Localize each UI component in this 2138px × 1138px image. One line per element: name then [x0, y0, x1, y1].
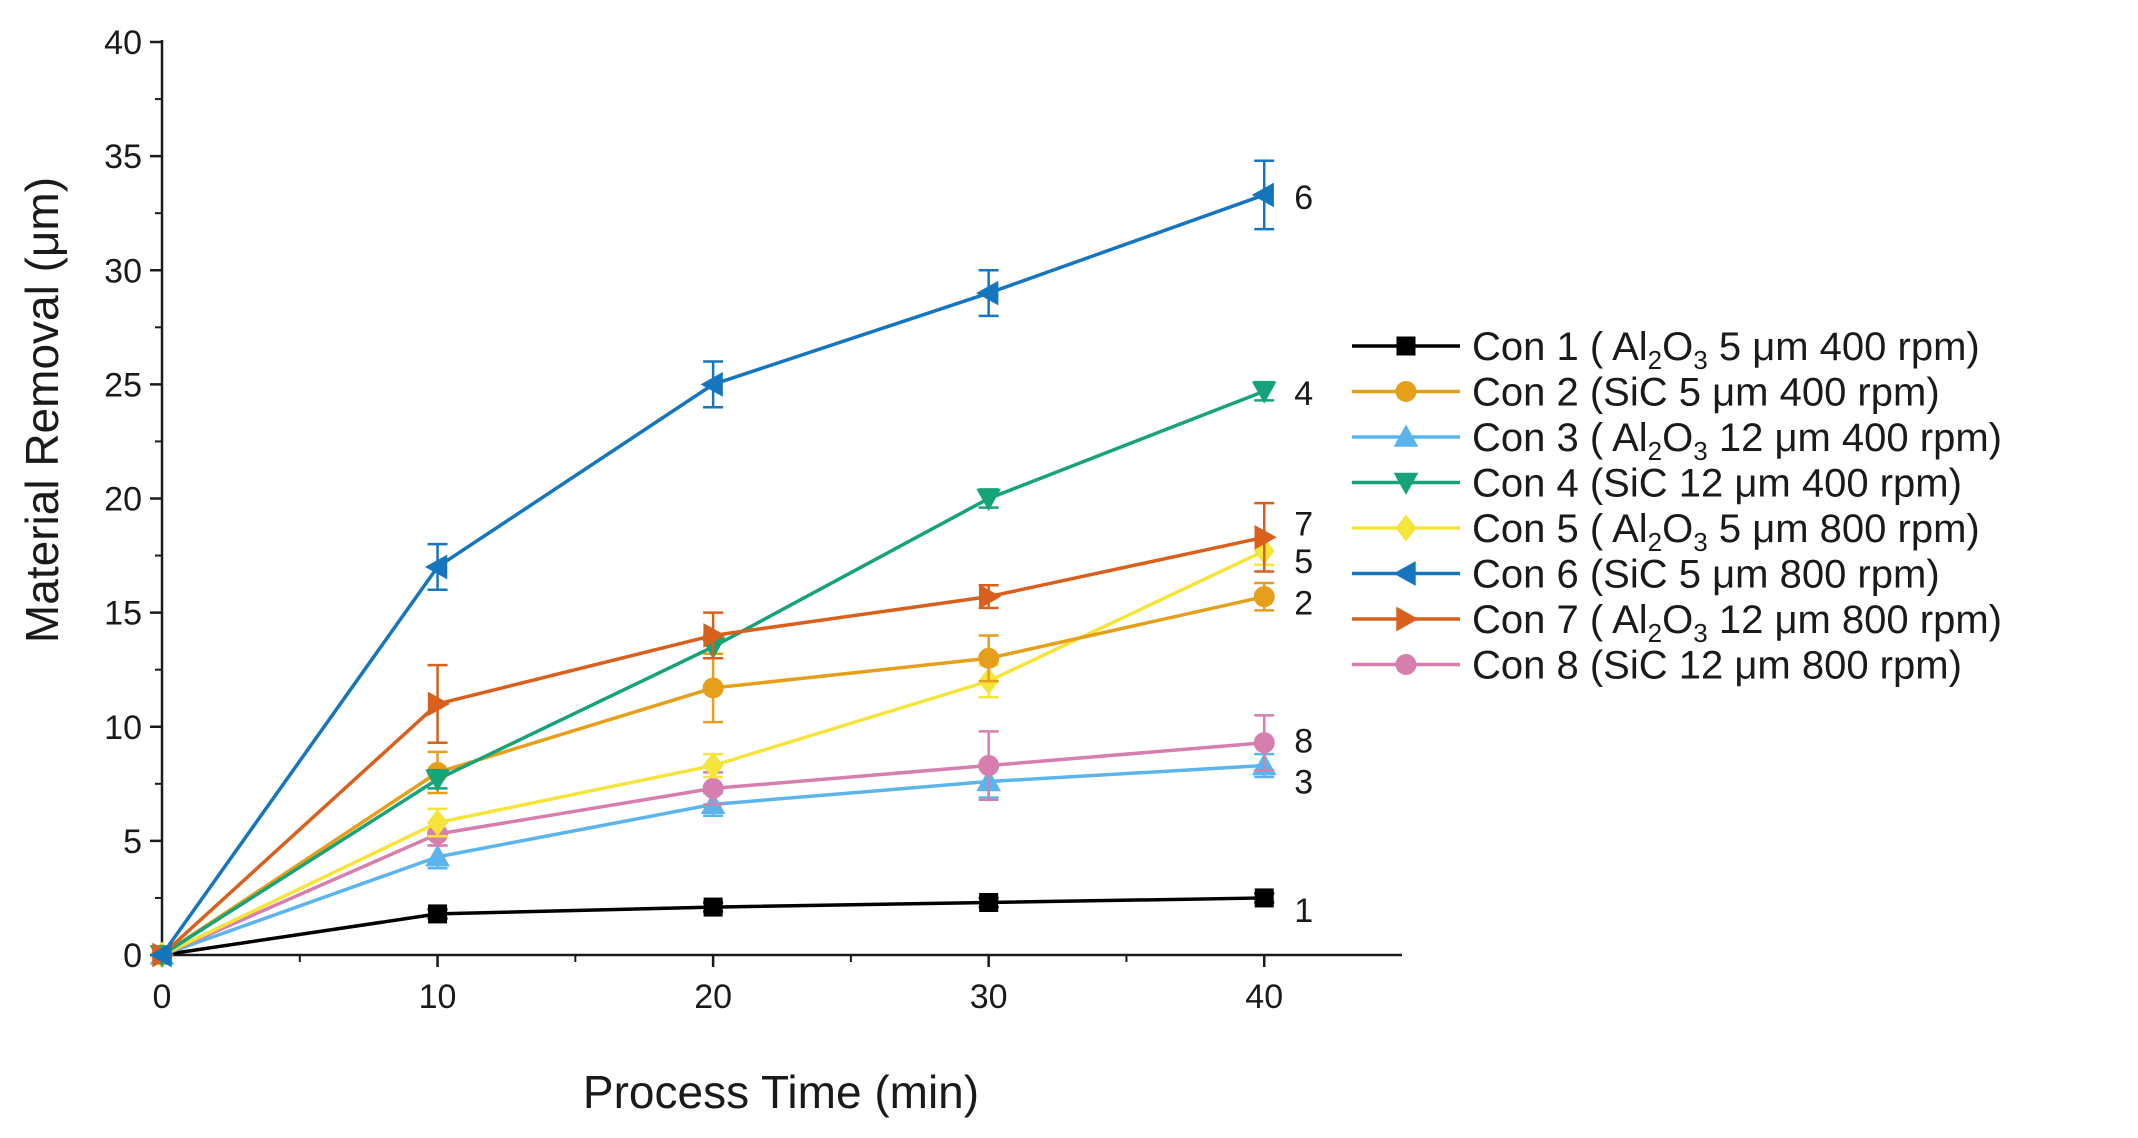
series-layer — [149, 159, 1277, 969]
end-label-3: 3 — [1294, 764, 1313, 802]
y-tick-label: 25 — [104, 366, 142, 404]
data-point — [427, 691, 451, 717]
legend-label: Con 2 (SiC 5 μm 400 rpm) — [1472, 371, 1940, 415]
legend-marker — [1395, 381, 1417, 402]
data-point — [700, 372, 723, 397]
legend-marker — [1396, 606, 1419, 632]
data-point — [978, 584, 1002, 609]
legend-marker — [1396, 336, 1416, 356]
data-point — [976, 280, 999, 306]
x-tick-label: 40 — [1245, 978, 1283, 1016]
data-point — [702, 752, 724, 780]
y-tick-label: 35 — [104, 138, 142, 176]
legend: Con 1 ( Al2O3 5 μm 400 rpm)Con 2 (SiC 5 … — [1352, 325, 2002, 688]
end-label-4: 4 — [1294, 375, 1313, 413]
legend-marker — [1393, 424, 1419, 447]
y-axis-title: Material Removal (μm) — [16, 177, 68, 643]
legend-item-2: Con 2 (SiC 5 μm 400 rpm) — [1352, 371, 1940, 415]
data-point — [149, 942, 172, 968]
data-point — [1254, 524, 1277, 550]
x-tick-label: 10 — [419, 978, 457, 1016]
series-6 — [149, 159, 1275, 968]
data-point — [1251, 182, 1274, 208]
legend-label: Con 3 ( Al2O3 12 μm 400 rpm) — [1472, 416, 2002, 466]
legend-item-5: Con 5 ( Al2O3 5 μm 800 rpm) — [1352, 507, 1980, 557]
data-point — [702, 777, 724, 799]
data-point — [427, 809, 448, 837]
legend-item-3: Con 3 ( Al2O3 12 μm 400 rpm) — [1352, 416, 2002, 466]
legend-marker — [1395, 654, 1417, 675]
end-labels: 1 38 5 2 4 7 6 — [1294, 179, 1313, 930]
legend-marker — [1393, 472, 1419, 496]
legend-item-6: Con 6 (SiC 5 μm 800 rpm) — [1352, 553, 1940, 597]
series-1 — [152, 888, 1275, 965]
data-point — [428, 904, 448, 924]
y-tick-label: 0 — [123, 937, 142, 975]
x-axis-title: Process Time (min) — [583, 1066, 979, 1118]
y-tick-label: 30 — [104, 252, 142, 290]
y-tick-label: 5 — [123, 823, 142, 861]
y-tick-label: 20 — [104, 481, 142, 519]
end-label-1: 1 — [1294, 892, 1313, 930]
x-tick-label: 0 — [153, 978, 172, 1016]
data-point — [1251, 381, 1277, 404]
legend-marker — [1395, 514, 1417, 542]
end-label-8: 8 — [1294, 723, 1313, 761]
data-point — [702, 677, 724, 699]
legend-label: Con 1 ( Al2O3 5 μm 400 rpm) — [1472, 325, 1980, 375]
data-point — [979, 893, 999, 913]
data-point — [978, 647, 1000, 669]
legend-label: Con 6 (SiC 5 μm 800 rpm) — [1472, 553, 1940, 597]
legend-marker — [1393, 561, 1416, 586]
end-label-2: 2 — [1294, 585, 1313, 623]
data-point — [978, 755, 1000, 777]
legend-item-8: Con 8 (SiC 12 μm 800 rpm) — [1352, 644, 1962, 688]
legend-label: Con 4 (SiC 12 μm 400 rpm) — [1472, 462, 1962, 506]
legend-label: Con 8 (SiC 12 μm 800 rpm) — [1472, 644, 1962, 688]
end-label-5: 5 — [1294, 543, 1313, 581]
data-point — [1253, 586, 1275, 608]
x-tick-label: 20 — [694, 978, 732, 1016]
series-line — [160, 535, 1265, 957]
end-label-6: 6 — [1294, 179, 1313, 217]
legend-item-7: Con 7 ( Al2O3 12 μm 800 rpm) — [1352, 598, 2002, 648]
end-label-7: 7 — [1294, 505, 1313, 543]
data-point — [1254, 888, 1274, 908]
data-point — [1253, 732, 1275, 754]
y-tick-label: 40 — [104, 24, 142, 62]
series-line — [160, 193, 1265, 957]
data-point — [425, 844, 450, 867]
y-tick-label: 15 — [104, 595, 142, 633]
y-tick-label: 10 — [104, 709, 142, 747]
data-point — [976, 488, 1002, 512]
legend-item-1: Con 1 ( Al2O3 5 μm 400 rpm) — [1352, 325, 1980, 375]
data-point — [703, 623, 726, 648]
data-point — [425, 769, 450, 792]
legend-label: Con 7 ( Al2O3 12 μm 800 rpm) — [1472, 598, 2002, 648]
x-tick-label: 30 — [970, 978, 1008, 1016]
legend-item-4: Con 4 (SiC 12 μm 400 rpm) — [1352, 462, 1962, 506]
legend-label: Con 5 ( Al2O3 5 μm 800 rpm) — [1472, 507, 1980, 557]
data-point — [703, 897, 723, 917]
data-point — [425, 554, 448, 580]
